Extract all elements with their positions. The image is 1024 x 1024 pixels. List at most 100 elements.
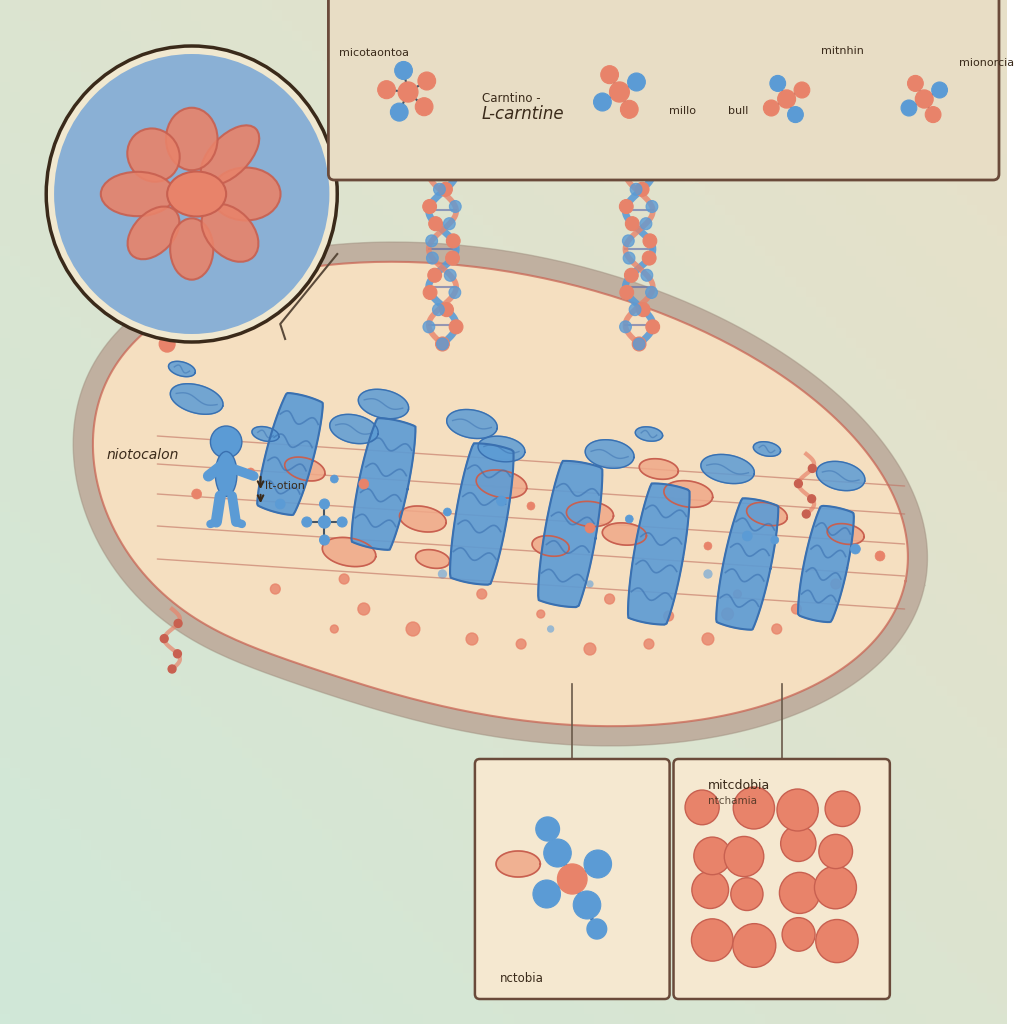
FancyBboxPatch shape <box>329 0 999 180</box>
Circle shape <box>630 183 642 196</box>
Circle shape <box>416 97 433 116</box>
Circle shape <box>270 584 281 594</box>
Ellipse shape <box>215 452 237 497</box>
Circle shape <box>771 536 778 544</box>
Circle shape <box>54 54 330 334</box>
Circle shape <box>621 100 638 119</box>
Polygon shape <box>399 506 446 532</box>
Circle shape <box>450 319 463 334</box>
Circle shape <box>390 103 409 121</box>
Circle shape <box>907 76 924 91</box>
Polygon shape <box>73 242 928 745</box>
Circle shape <box>787 106 803 123</box>
Circle shape <box>628 73 645 91</box>
Polygon shape <box>716 499 778 630</box>
Polygon shape <box>566 502 613 526</box>
Text: L-carntine: L-carntine <box>482 105 564 123</box>
Circle shape <box>210 426 242 458</box>
Circle shape <box>423 166 434 178</box>
Ellipse shape <box>128 207 179 259</box>
Circle shape <box>733 590 741 598</box>
Circle shape <box>626 515 633 523</box>
FancyBboxPatch shape <box>674 759 890 999</box>
Circle shape <box>642 251 656 265</box>
Circle shape <box>646 165 659 179</box>
Circle shape <box>724 837 764 877</box>
Ellipse shape <box>211 168 281 220</box>
Circle shape <box>436 147 451 162</box>
Circle shape <box>825 792 860 826</box>
Ellipse shape <box>166 108 217 170</box>
Text: niotocalon: niotocalon <box>106 449 178 462</box>
Circle shape <box>466 633 478 645</box>
Polygon shape <box>323 538 376 566</box>
Polygon shape <box>451 443 514 585</box>
Polygon shape <box>169 361 196 377</box>
Circle shape <box>605 594 614 604</box>
Circle shape <box>644 639 654 649</box>
Circle shape <box>160 336 175 352</box>
Circle shape <box>423 286 437 299</box>
Circle shape <box>733 924 776 968</box>
Circle shape <box>830 579 841 589</box>
Circle shape <box>446 233 460 248</box>
Text: millo: millo <box>669 106 695 116</box>
Circle shape <box>645 287 657 298</box>
Ellipse shape <box>201 125 259 185</box>
Circle shape <box>378 81 395 98</box>
Circle shape <box>450 201 461 213</box>
Polygon shape <box>330 415 378 443</box>
Circle shape <box>358 603 370 615</box>
Circle shape <box>532 880 560 908</box>
FancyBboxPatch shape <box>475 759 670 999</box>
Circle shape <box>585 523 595 534</box>
Circle shape <box>926 106 941 123</box>
Circle shape <box>932 82 947 98</box>
Polygon shape <box>798 506 854 622</box>
Circle shape <box>221 461 231 471</box>
Circle shape <box>428 268 441 283</box>
Circle shape <box>438 182 453 197</box>
Circle shape <box>685 791 719 824</box>
Circle shape <box>168 665 176 673</box>
Circle shape <box>548 626 554 632</box>
Circle shape <box>646 319 659 334</box>
Circle shape <box>594 93 611 111</box>
Circle shape <box>632 337 646 351</box>
Circle shape <box>275 499 285 509</box>
Circle shape <box>161 635 168 643</box>
Circle shape <box>443 508 452 516</box>
Circle shape <box>722 608 733 620</box>
Polygon shape <box>351 418 416 550</box>
Text: bull: bull <box>728 106 748 116</box>
Circle shape <box>544 839 571 867</box>
Polygon shape <box>628 483 689 625</box>
Circle shape <box>173 650 181 657</box>
Polygon shape <box>257 393 323 515</box>
Circle shape <box>302 517 311 527</box>
Polygon shape <box>476 470 526 498</box>
Circle shape <box>624 252 635 264</box>
Circle shape <box>587 581 593 587</box>
Circle shape <box>247 468 255 476</box>
Circle shape <box>536 817 559 841</box>
Circle shape <box>527 502 535 510</box>
Polygon shape <box>252 427 279 441</box>
Circle shape <box>705 542 712 550</box>
Circle shape <box>449 287 461 298</box>
Circle shape <box>423 200 436 214</box>
Ellipse shape <box>100 172 174 216</box>
Circle shape <box>794 82 810 98</box>
Circle shape <box>694 837 731 874</box>
Circle shape <box>633 338 645 350</box>
Circle shape <box>808 495 815 503</box>
Polygon shape <box>664 480 713 507</box>
Circle shape <box>318 516 331 528</box>
Circle shape <box>626 217 639 230</box>
Circle shape <box>407 622 420 636</box>
Ellipse shape <box>167 171 226 216</box>
Circle shape <box>640 218 652 229</box>
Polygon shape <box>585 439 634 468</box>
Circle shape <box>633 147 647 162</box>
Circle shape <box>319 499 330 509</box>
